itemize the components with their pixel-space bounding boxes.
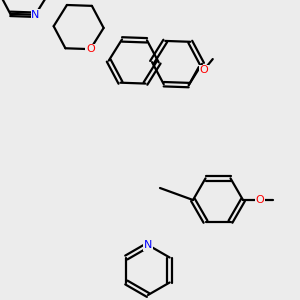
- Text: N: N: [31, 10, 40, 20]
- Text: O: O: [256, 195, 264, 205]
- Text: O: O: [200, 65, 208, 75]
- Text: N: N: [144, 240, 152, 250]
- Text: O: O: [86, 44, 95, 54]
- Text: N: N: [31, 10, 40, 20]
